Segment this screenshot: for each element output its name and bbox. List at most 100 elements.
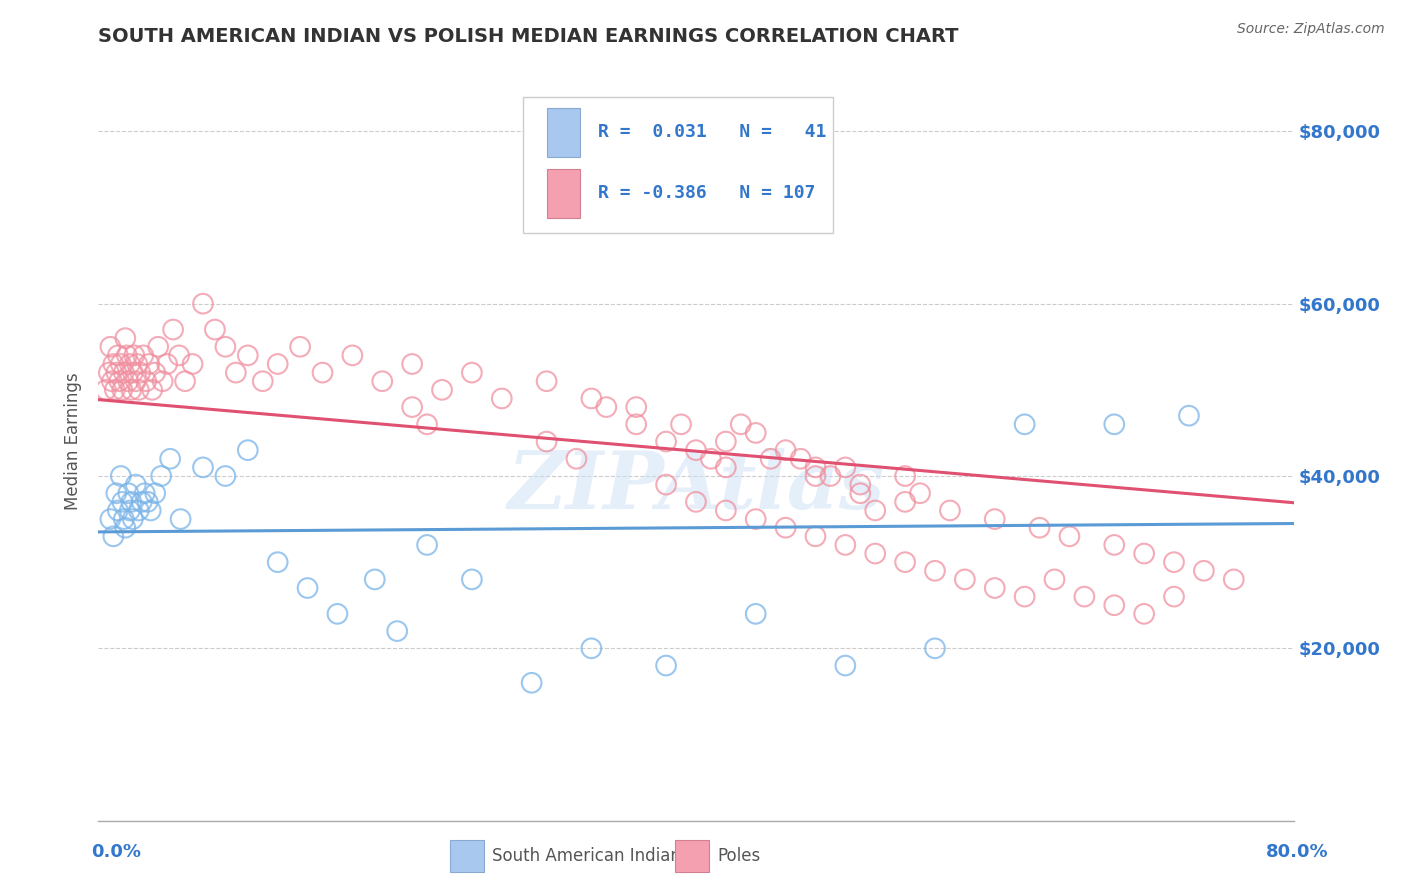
Point	[120, 383, 142, 397]
Point	[804, 469, 827, 483]
Point	[97, 366, 120, 380]
Point	[108, 374, 131, 388]
Point	[685, 495, 707, 509]
Point	[181, 357, 204, 371]
Point	[225, 366, 247, 380]
Point	[401, 400, 423, 414]
Point	[103, 357, 125, 371]
Point	[236, 348, 259, 362]
Point	[685, 443, 707, 458]
Point	[252, 374, 274, 388]
Point	[174, 374, 197, 388]
Text: R =  0.031   N =   41: R = 0.031 N = 41	[598, 123, 827, 141]
Point	[125, 374, 148, 388]
Point	[143, 486, 166, 500]
Text: South American Indians: South American Indians	[492, 847, 690, 865]
Point	[118, 357, 141, 371]
Point	[655, 477, 678, 491]
Point	[714, 460, 737, 475]
Text: SOUTH AMERICAN INDIAN VS POLISH MEDIAN EARNINGS CORRELATION CHART: SOUTH AMERICAN INDIAN VS POLISH MEDIAN E…	[98, 27, 959, 45]
Point	[759, 451, 782, 466]
Point	[326, 607, 349, 621]
Point	[865, 547, 887, 561]
Text: Source: ZipAtlas.com: Source: ZipAtlas.com	[1237, 22, 1385, 37]
Point	[128, 383, 150, 397]
Bar	[547, 169, 581, 218]
Point	[1223, 573, 1246, 587]
Point	[1192, 564, 1215, 578]
Point	[342, 348, 364, 362]
Point	[150, 469, 173, 483]
Point	[820, 469, 842, 483]
Point	[849, 486, 872, 500]
Point	[1028, 521, 1050, 535]
Point	[804, 460, 827, 475]
Point	[865, 503, 887, 517]
Point	[143, 366, 166, 380]
Point	[789, 451, 811, 466]
Point	[98, 340, 122, 354]
Point	[700, 451, 723, 466]
Point	[105, 366, 128, 380]
Point	[135, 374, 157, 388]
Point	[626, 400, 648, 414]
Point	[141, 383, 163, 397]
Point	[894, 495, 917, 509]
Point	[849, 477, 872, 491]
Text: ZIPAtlas: ZIPAtlas	[508, 449, 884, 525]
Point	[416, 538, 439, 552]
Point	[1059, 529, 1081, 543]
Point	[1104, 599, 1126, 613]
Point	[159, 451, 181, 466]
Point	[385, 624, 409, 639]
Point	[107, 348, 129, 362]
Point	[536, 374, 558, 388]
Point	[894, 469, 917, 483]
Point	[1163, 555, 1185, 569]
Point	[908, 486, 931, 500]
Point	[745, 425, 768, 440]
Point	[1163, 590, 1185, 604]
Point	[714, 434, 737, 449]
Point	[745, 512, 768, 526]
Y-axis label: Median Earnings: Median Earnings	[65, 373, 83, 510]
Point	[1133, 547, 1156, 561]
Point	[120, 495, 142, 509]
Point	[491, 392, 513, 406]
Point	[169, 512, 191, 526]
Text: 80.0%: 80.0%	[1265, 843, 1329, 861]
Point	[110, 469, 132, 483]
Point	[152, 374, 174, 388]
Point	[121, 512, 143, 526]
FancyBboxPatch shape	[523, 96, 834, 233]
Point	[401, 357, 423, 371]
Point	[288, 340, 311, 354]
Point	[536, 434, 558, 449]
Point	[191, 460, 214, 475]
Point	[595, 400, 617, 414]
Point	[103, 529, 125, 543]
Point	[129, 366, 152, 380]
Point	[117, 486, 139, 500]
Point	[214, 340, 236, 354]
Point	[134, 486, 156, 500]
Point	[984, 581, 1007, 595]
Point	[834, 460, 856, 475]
Point	[101, 374, 124, 388]
Point	[121, 366, 143, 380]
Point	[581, 641, 603, 656]
Point	[125, 477, 148, 491]
Point	[1014, 417, 1036, 432]
Point	[520, 675, 543, 690]
Point	[1073, 590, 1095, 604]
Point	[655, 434, 678, 449]
Point	[98, 512, 122, 526]
Point	[128, 503, 150, 517]
Point	[139, 503, 162, 517]
Point	[162, 322, 184, 336]
Point	[626, 417, 648, 432]
Point	[371, 374, 394, 388]
Point	[1104, 417, 1126, 432]
Point	[111, 383, 134, 397]
Point	[138, 357, 160, 371]
